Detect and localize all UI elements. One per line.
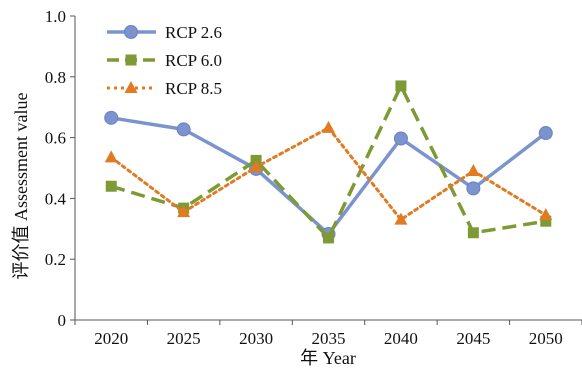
legend-label: RCP 2.6 <box>165 23 222 42</box>
data-point <box>322 120 335 133</box>
data-point <box>104 150 118 163</box>
data-point <box>105 180 117 192</box>
x-axis-title: 年 Year <box>300 348 356 368</box>
y-tick-label: 1.0 <box>45 7 66 26</box>
data-point <box>393 131 408 146</box>
legend-marker <box>124 25 138 39</box>
data-point <box>540 215 552 227</box>
series-rcp-8-5 <box>104 120 553 225</box>
data-point <box>176 122 191 137</box>
y-axis-ticks: 0 0.2 0.4 0.6 0.8 1.0 <box>45 7 75 330</box>
data-point <box>104 110 119 125</box>
x-tick-label: 2045 <box>456 329 490 348</box>
x-axis-ticks: 2020 2025 2030 2035 2040 2045 2050 <box>74 320 582 348</box>
y-axis-title: 评价值 Assessment value <box>11 93 31 280</box>
data-point <box>395 80 407 92</box>
y-tick-label: 0 <box>58 311 67 330</box>
data-point <box>467 227 479 239</box>
axes <box>74 16 582 321</box>
data-point <box>466 164 480 177</box>
x-tick-label: 2030 <box>239 329 273 348</box>
x-tick-label: 2025 <box>167 329 201 348</box>
y-tick-label: 0.8 <box>45 68 66 87</box>
legend-label: RCP 8.5 <box>165 79 222 98</box>
series-line <box>110 84 547 240</box>
y-tick-label: 0.2 <box>45 250 66 269</box>
data-point <box>177 205 191 218</box>
legend-marker <box>124 81 138 93</box>
data-point <box>466 181 481 196</box>
series-layer <box>104 80 553 244</box>
series-rcp-6-0 <box>105 80 552 244</box>
series-line <box>109 126 548 222</box>
data-point <box>323 232 334 244</box>
legend-item: RCP 6.0 <box>107 51 222 70</box>
data-point <box>394 212 408 225</box>
x-tick-label: 2040 <box>384 329 418 348</box>
legend: RCP 2.6 RCP 6.0 RCP 8.5 <box>107 23 222 98</box>
y-tick-label: 0.6 <box>45 129 66 148</box>
y-tick-label: 0.4 <box>45 189 67 208</box>
x-tick-label: 2035 <box>312 329 346 348</box>
data-point <box>249 160 263 173</box>
legend-marker <box>125 54 137 66</box>
x-tick-label: 2020 <box>94 329 128 348</box>
x-tick-label: 2050 <box>529 329 563 348</box>
legend-item: RCP 8.5 <box>107 79 222 98</box>
legend-item: RCP 2.6 <box>107 23 222 42</box>
data-point <box>539 208 553 221</box>
data-point <box>538 126 553 141</box>
legend-label: RCP 6.0 <box>165 51 222 70</box>
